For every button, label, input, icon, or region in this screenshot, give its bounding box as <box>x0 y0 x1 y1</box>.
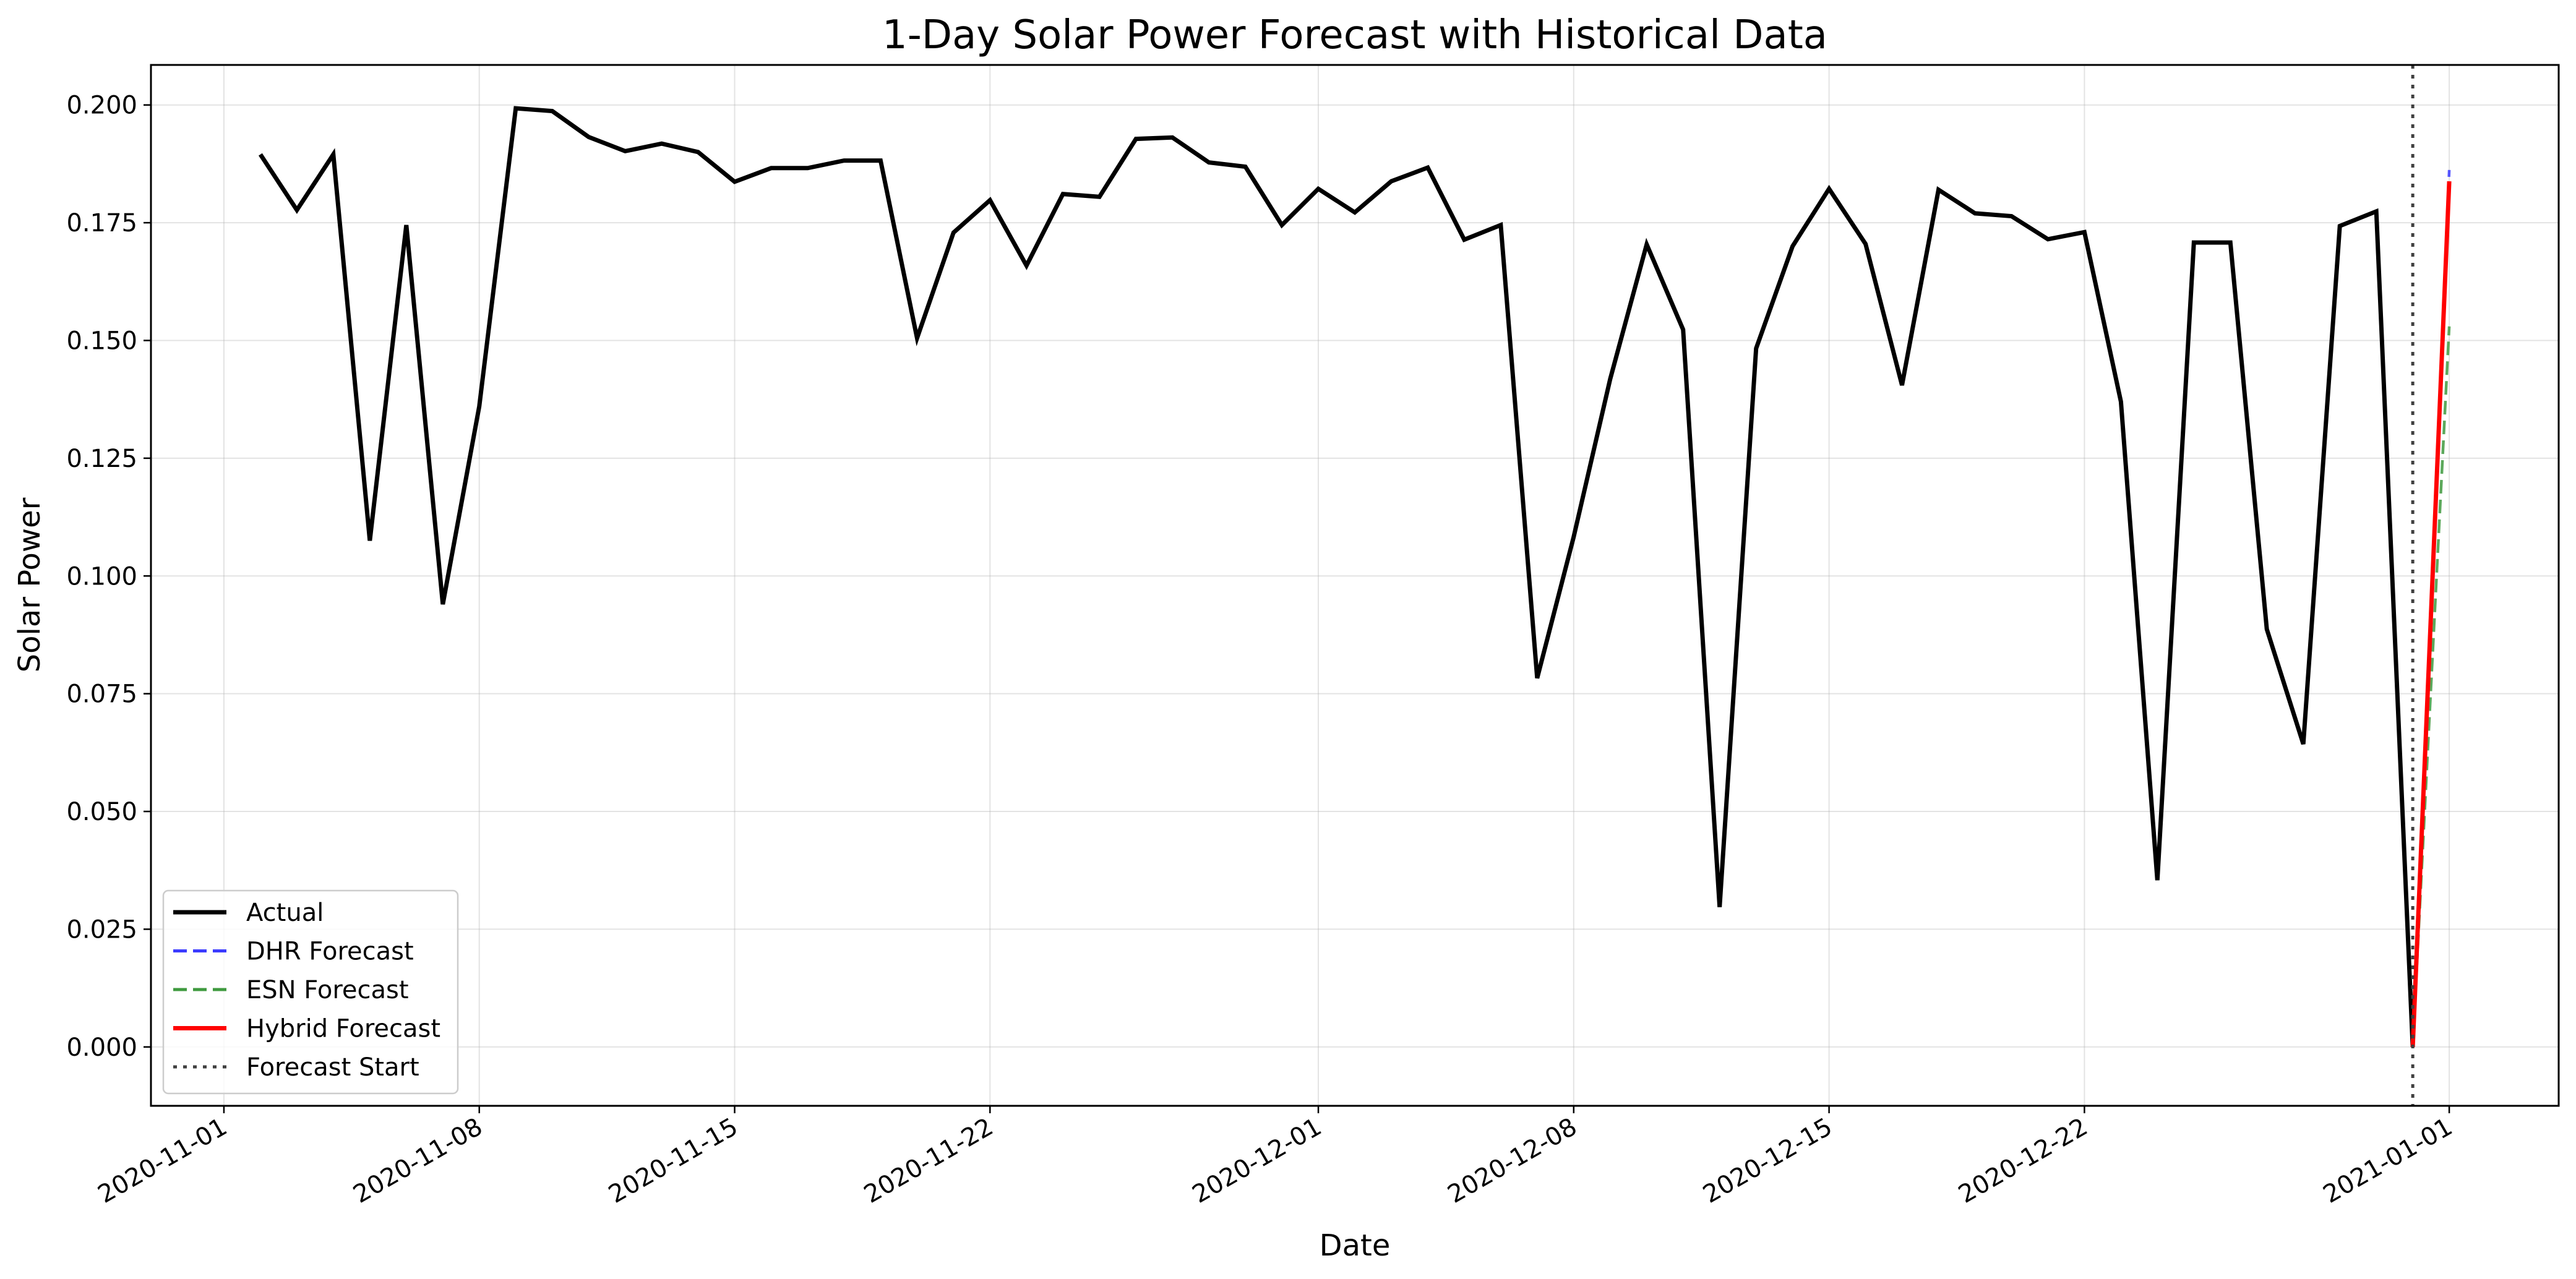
x-tick-label: 2020-12-15 <box>1698 1113 1837 1209</box>
plot-series <box>258 65 2452 1106</box>
legend: Actual DHR Forecast ESN Forecast Hybrid For… <box>162 889 459 1095</box>
x-tick-label: 2020-12-08 <box>1443 1113 1581 1209</box>
y-tick-label: 0.125 <box>66 445 137 473</box>
x-tick-label: 2020-12-22 <box>1954 1113 2092 1209</box>
y-tick-label: 0.200 <box>66 92 137 120</box>
y-tick-label: 0.100 <box>66 562 137 591</box>
y-tick-label: 0.075 <box>66 680 137 709</box>
y-tick-label: 0.150 <box>66 327 137 356</box>
x-tick-label: 2020-12-01 <box>1188 1113 1326 1209</box>
legend-label-actual: Actual <box>246 899 324 927</box>
y-tick-label: 0.000 <box>66 1033 137 1062</box>
legend-label-dhr-forecast: DHR Forecast <box>246 938 414 966</box>
x-axis-label: Date <box>1320 1228 1391 1263</box>
x-tick-label: 2020-11-22 <box>859 1113 998 1209</box>
grid-lines <box>151 65 2559 1106</box>
y-tick-label: 0.025 <box>66 915 137 944</box>
x-tick-label: 2020-11-08 <box>348 1113 487 1209</box>
series-line-hybrid-forecast <box>2410 181 2452 1047</box>
plot-frame <box>150 64 2560 1107</box>
legend-box <box>162 889 459 1095</box>
legend-label-forecast-start: Forecast Start <box>246 1053 419 1082</box>
x-tick-label: 2020-11-01 <box>93 1113 232 1209</box>
y-axis-label: Solar Power <box>12 497 47 672</box>
y-tick-label: 0.175 <box>66 209 137 237</box>
chart-title: 1-Day Solar Power Forecast with Historic… <box>882 12 1827 58</box>
legend-label-esn-forecast: ESN Forecast <box>246 976 409 1004</box>
y-tick-label: 0.050 <box>66 798 137 826</box>
x-tick-label: 2021-01-01 <box>2319 1113 2457 1209</box>
series-line-actual <box>258 106 2415 1047</box>
x-tick-label: 2020-11-15 <box>604 1113 742 1209</box>
legend-label-hybrid-forecast: Hybrid Forecast <box>246 1015 440 1043</box>
